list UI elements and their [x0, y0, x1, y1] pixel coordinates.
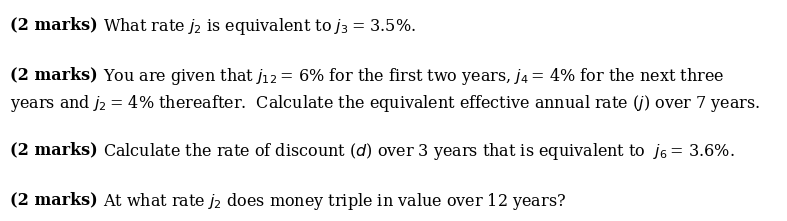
Text: You are given that $j_{12}$ = 6% for the first two years, $j_4$ = 4% for the nex: You are given that $j_{12}$ = 6% for the… [98, 66, 724, 87]
Text: (2 marks): (2 marks) [10, 141, 98, 158]
Text: At what rate $j_2$ does money triple in value over 12 years?: At what rate $j_2$ does money triple in … [98, 191, 566, 212]
Text: (2 marks): (2 marks) [10, 191, 98, 208]
Text: What rate $j_2$ is equivalent to $j_3$ = 3.5%.: What rate $j_2$ is equivalent to $j_3$ =… [98, 16, 416, 37]
Text: years and $j_2$ = 4% thereafter.  Calculate the equivalent effective annual rate: years and $j_2$ = 4% thereafter. Calcula… [10, 93, 760, 114]
Text: Calculate the rate of discount ($d$) over 3 years that is equivalent to  $j_6$ =: Calculate the rate of discount ($d$) ove… [98, 141, 734, 162]
Text: (2 marks): (2 marks) [10, 16, 98, 33]
Text: (2 marks): (2 marks) [10, 66, 98, 83]
